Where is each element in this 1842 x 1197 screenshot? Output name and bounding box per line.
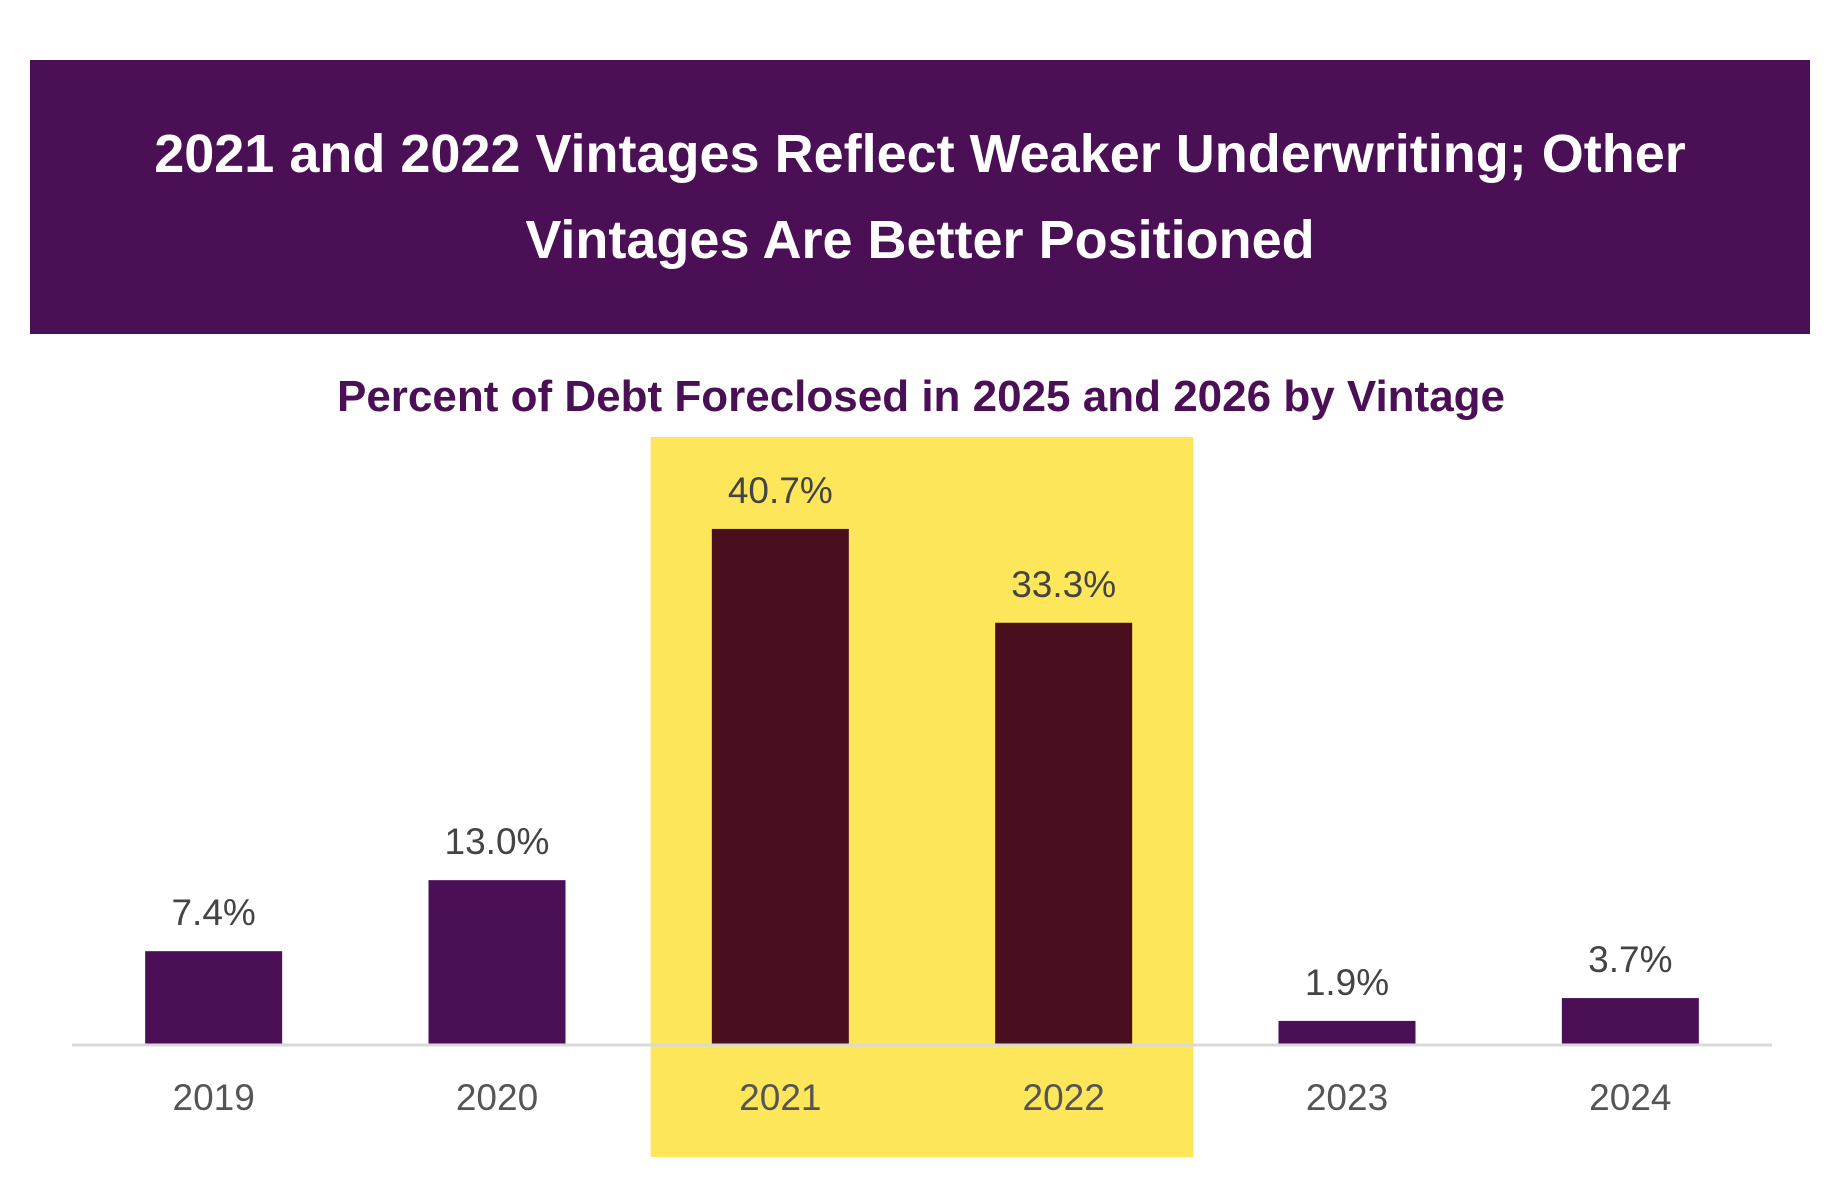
data-label-2020: 13.0% [445,821,550,862]
data-label-2019: 7.4% [171,892,255,933]
x-tick-label-2019: 2019 [173,1077,255,1118]
bar-2019 [145,951,283,1045]
x-tick-label-2023: 2023 [1306,1077,1388,1118]
page-title: 2021 and 2022 Vintages Reflect Weaker Un… [154,124,1686,270]
bar-2022 [995,622,1133,1045]
x-tick-label-2020: 2020 [456,1077,538,1118]
chart-title: Percent of Debt Foreclosed in 2025 and 2… [336,372,1506,421]
x-tick-label-2022: 2022 [1023,1077,1105,1118]
bar-2024 [1561,998,1699,1045]
data-label-2023: 1.9% [1305,962,1389,1003]
data-label-2022: 33.3% [1011,564,1116,605]
data-label-2021: 40.7% [728,470,833,511]
title-banner: 2021 and 2022 Vintages Reflect Weaker Un… [30,60,1810,334]
bar-2021 [711,528,849,1045]
bar-2020 [428,880,566,1045]
x-tick-label-2024: 2024 [1589,1077,1671,1118]
bar-2023 [1278,1020,1416,1045]
x-tick-label-2021: 2021 [739,1077,821,1118]
data-label-2024: 3.7% [1588,939,1672,980]
